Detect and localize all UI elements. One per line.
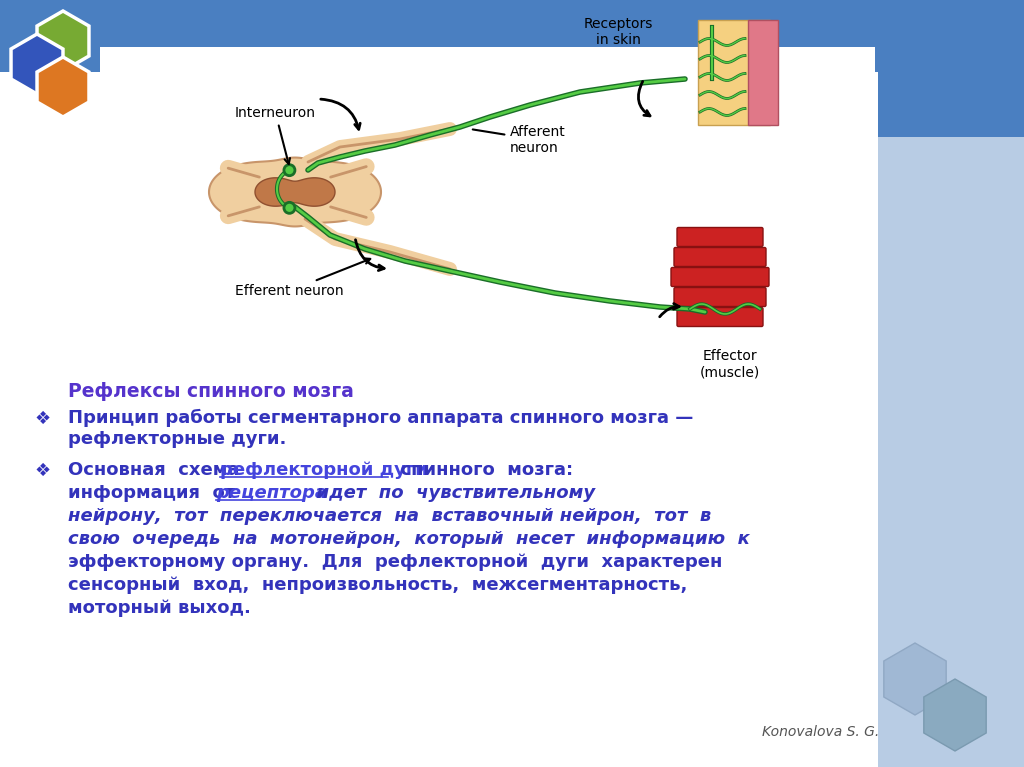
Text: идет  по  чувствительному: идет по чувствительному — [304, 484, 595, 502]
Polygon shape — [884, 643, 946, 715]
FancyBboxPatch shape — [674, 288, 766, 307]
Text: Основная  схема: Основная схема — [68, 461, 246, 479]
Text: рецептора: рецептора — [216, 484, 327, 502]
Text: сенсорный  вход,  непроизвольность,  межсегментарность,: сенсорный вход, непроизвольность, межсег… — [68, 576, 687, 594]
Circle shape — [284, 202, 295, 213]
FancyBboxPatch shape — [671, 268, 769, 287]
Text: ❖: ❖ — [35, 462, 51, 480]
FancyBboxPatch shape — [698, 20, 770, 125]
Text: эффекторному органу.  Для  рефлекторной  дуги  характерен: эффекторному органу. Для рефлекторной ду… — [68, 553, 722, 571]
Text: нейрону,  тот  переключается  на  вставочный нейрон,  тот  в: нейрону, тот переключается на вставочный… — [68, 507, 712, 525]
Text: информация  от: информация от — [68, 484, 242, 502]
Polygon shape — [37, 57, 89, 117]
FancyBboxPatch shape — [0, 0, 880, 72]
Polygon shape — [37, 11, 89, 71]
Text: Interneuron: Interneuron — [234, 106, 316, 164]
Text: спинного  мозга:: спинного мозга: — [388, 461, 573, 479]
FancyBboxPatch shape — [677, 308, 763, 327]
FancyBboxPatch shape — [878, 0, 1024, 767]
Text: Efferent neuron: Efferent neuron — [234, 258, 371, 298]
FancyBboxPatch shape — [748, 20, 778, 125]
Text: Konovalova S. G.: Konovalova S. G. — [762, 725, 880, 739]
FancyBboxPatch shape — [100, 47, 874, 367]
Text: моторный выход.: моторный выход. — [68, 599, 251, 617]
FancyBboxPatch shape — [677, 228, 763, 246]
Text: Effector
(muscle): Effector (muscle) — [699, 349, 760, 379]
Polygon shape — [924, 679, 986, 751]
Text: Afferent
neuron: Afferent neuron — [473, 125, 565, 155]
Text: Принцип работы сегментарного аппарата спинного мозга —
рефлекторные дуги.: Принцип работы сегментарного аппарата сп… — [68, 409, 693, 448]
Polygon shape — [255, 178, 335, 206]
Polygon shape — [209, 157, 381, 226]
Text: Receptors
in skin: Receptors in skin — [584, 17, 652, 48]
Text: свою  очередь  на  мотонейрон,  который  несет  информацию  к: свою очередь на мотонейрон, который несе… — [68, 530, 750, 548]
Text: Рефлексы спинного мозга: Рефлексы спинного мозга — [68, 382, 354, 401]
Text: ❖: ❖ — [35, 410, 51, 428]
Text: рефлекторной дуги: рефлекторной дуги — [220, 461, 428, 479]
FancyBboxPatch shape — [878, 0, 1024, 137]
Polygon shape — [11, 34, 63, 94]
FancyBboxPatch shape — [674, 248, 766, 266]
Circle shape — [284, 165, 295, 176]
